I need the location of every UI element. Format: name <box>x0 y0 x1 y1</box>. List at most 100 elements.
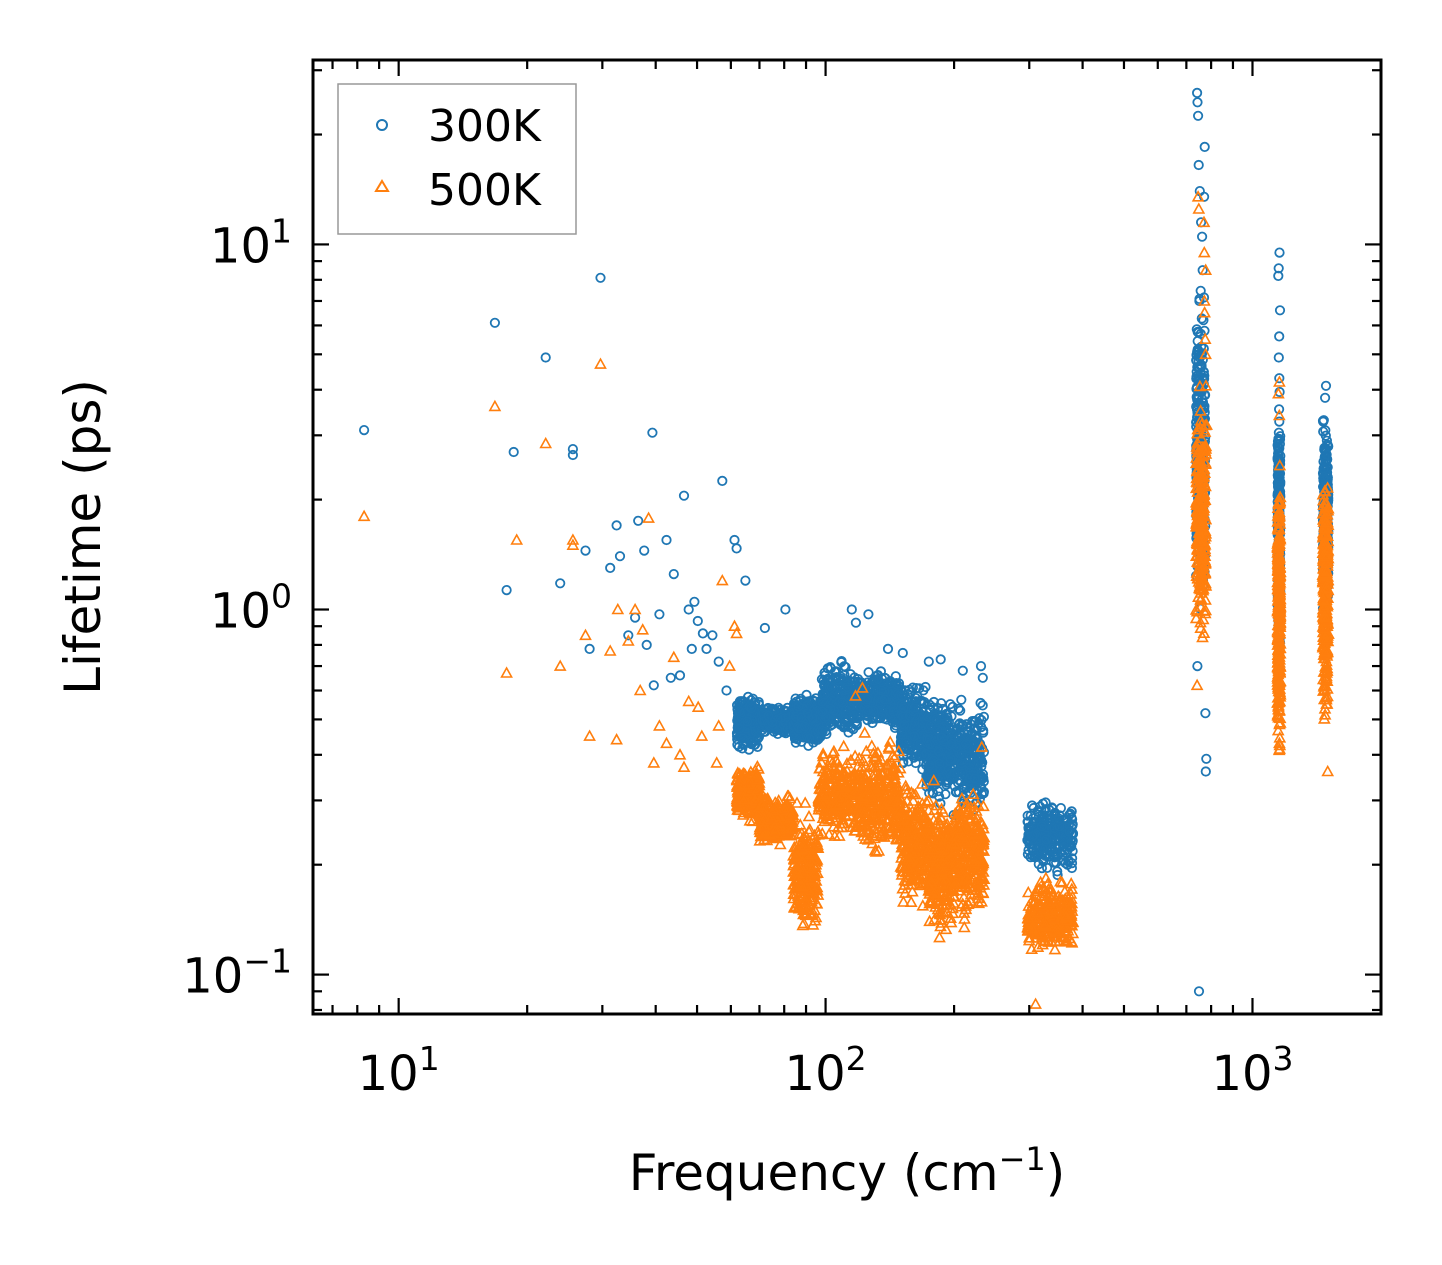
data-point-300k <box>862 694 873 705</box>
data-point-300k <box>975 697 986 709</box>
data-point-300k <box>977 700 988 711</box>
data-point-300k <box>1196 401 1207 412</box>
data-point-300k <box>742 720 753 731</box>
data-point-300k <box>508 446 519 458</box>
data-point-300k <box>976 721 987 733</box>
data-point-300k <box>953 703 964 715</box>
data-point-300k <box>1047 843 1058 855</box>
data-point-300k <box>793 722 805 734</box>
data-point-300k <box>872 673 884 685</box>
data-point-300k <box>1053 842 1064 853</box>
data-point-300k <box>1037 843 1048 854</box>
data-point-300k <box>877 710 888 721</box>
data-point-300k <box>1028 813 1039 824</box>
data-point-300k <box>758 708 769 719</box>
data-point-300k <box>817 706 828 717</box>
data-point-300k <box>901 737 912 748</box>
data-point-300k <box>567 443 579 455</box>
data-point-300k <box>1039 836 1050 847</box>
data-point-300k <box>887 716 898 727</box>
data-point-300k <box>934 758 945 770</box>
data-point-300k <box>731 700 743 711</box>
data-point-300k <box>863 667 874 678</box>
data-point-300k <box>802 707 813 719</box>
data-point-300k <box>1044 804 1055 816</box>
data-point-300k <box>605 562 616 574</box>
data-point-300k <box>976 714 987 726</box>
data-point-300k <box>954 718 965 729</box>
data-point-300k <box>1049 823 1060 834</box>
data-point-300k <box>790 737 801 748</box>
data-point-300k <box>811 734 822 746</box>
data-point-300k <box>793 701 804 712</box>
data-point-300k <box>950 786 962 798</box>
data-point-300k <box>1273 448 1284 459</box>
data-point-300k <box>752 733 763 745</box>
data-point-300k <box>501 584 512 596</box>
data-point-300k <box>1274 386 1285 398</box>
data-point-300k <box>1033 811 1045 822</box>
data-point-300k <box>1036 862 1048 874</box>
data-point-300k <box>935 764 946 775</box>
data-point-300k <box>821 728 832 740</box>
data-point-300k <box>1274 404 1285 415</box>
data-point-300k <box>907 705 919 717</box>
data-point-300k <box>944 768 956 780</box>
data-point-300k <box>790 706 802 717</box>
data-point-300k <box>555 578 566 589</box>
data-point-300k <box>799 721 810 732</box>
data-point-300k <box>840 715 851 726</box>
data-point-300k <box>896 691 907 702</box>
data-point-300k <box>1195 285 1206 296</box>
data-point-300k <box>868 705 879 716</box>
data-point-300k <box>1321 449 1332 460</box>
data-point-300k <box>1064 809 1075 821</box>
data-point-300k <box>846 722 857 733</box>
data-point-300k <box>914 683 925 694</box>
data-point-300k <box>952 767 963 779</box>
data-point-300k <box>746 703 757 714</box>
data-point-300k <box>1041 834 1052 845</box>
data-point-300k <box>732 739 743 750</box>
data-point-300k <box>1062 859 1073 870</box>
data-point-300k <box>947 701 958 713</box>
data-point-300k <box>1042 862 1053 874</box>
data-point-300k <box>848 723 859 735</box>
data-point-300k <box>1191 355 1202 366</box>
data-point-300k <box>1036 821 1048 832</box>
data-point-300k <box>842 681 853 693</box>
data-point-300k <box>828 690 839 702</box>
data-point-300k <box>933 791 945 802</box>
data-point-300k <box>946 738 958 750</box>
data-point-300k <box>737 733 748 744</box>
data-point-300k <box>1052 866 1063 877</box>
data-point-300k <box>845 669 856 680</box>
data-point-300k <box>1318 473 1329 484</box>
data-point-300k <box>946 773 957 785</box>
data-point-300k <box>971 747 983 758</box>
data-point-300k <box>1272 436 1284 447</box>
data-point-300k <box>790 711 802 723</box>
data-point-300k <box>825 720 836 731</box>
data-point-300k <box>1022 810 1033 821</box>
data-point-300k <box>1055 802 1067 814</box>
data-point-300k <box>944 740 956 751</box>
data-point-300k <box>898 703 909 714</box>
data-point-300k <box>746 736 758 747</box>
data-point-300k <box>1198 366 1209 377</box>
data-point-300k <box>945 753 956 765</box>
data-point-300k <box>921 748 932 760</box>
data-point-300k <box>956 694 967 705</box>
data-point-300k <box>739 707 750 718</box>
data-point-300k <box>745 699 757 710</box>
data-point-300k <box>1032 841 1043 852</box>
data-point-300k <box>540 352 551 363</box>
data-point-300k <box>862 704 874 716</box>
data-point-300k <box>595 272 606 283</box>
data-point-300k <box>1034 801 1046 812</box>
data-point-300k <box>1319 451 1330 463</box>
data-point-300k <box>1274 472 1285 483</box>
data-point-300k <box>969 773 980 784</box>
data-point-300k <box>844 701 855 713</box>
